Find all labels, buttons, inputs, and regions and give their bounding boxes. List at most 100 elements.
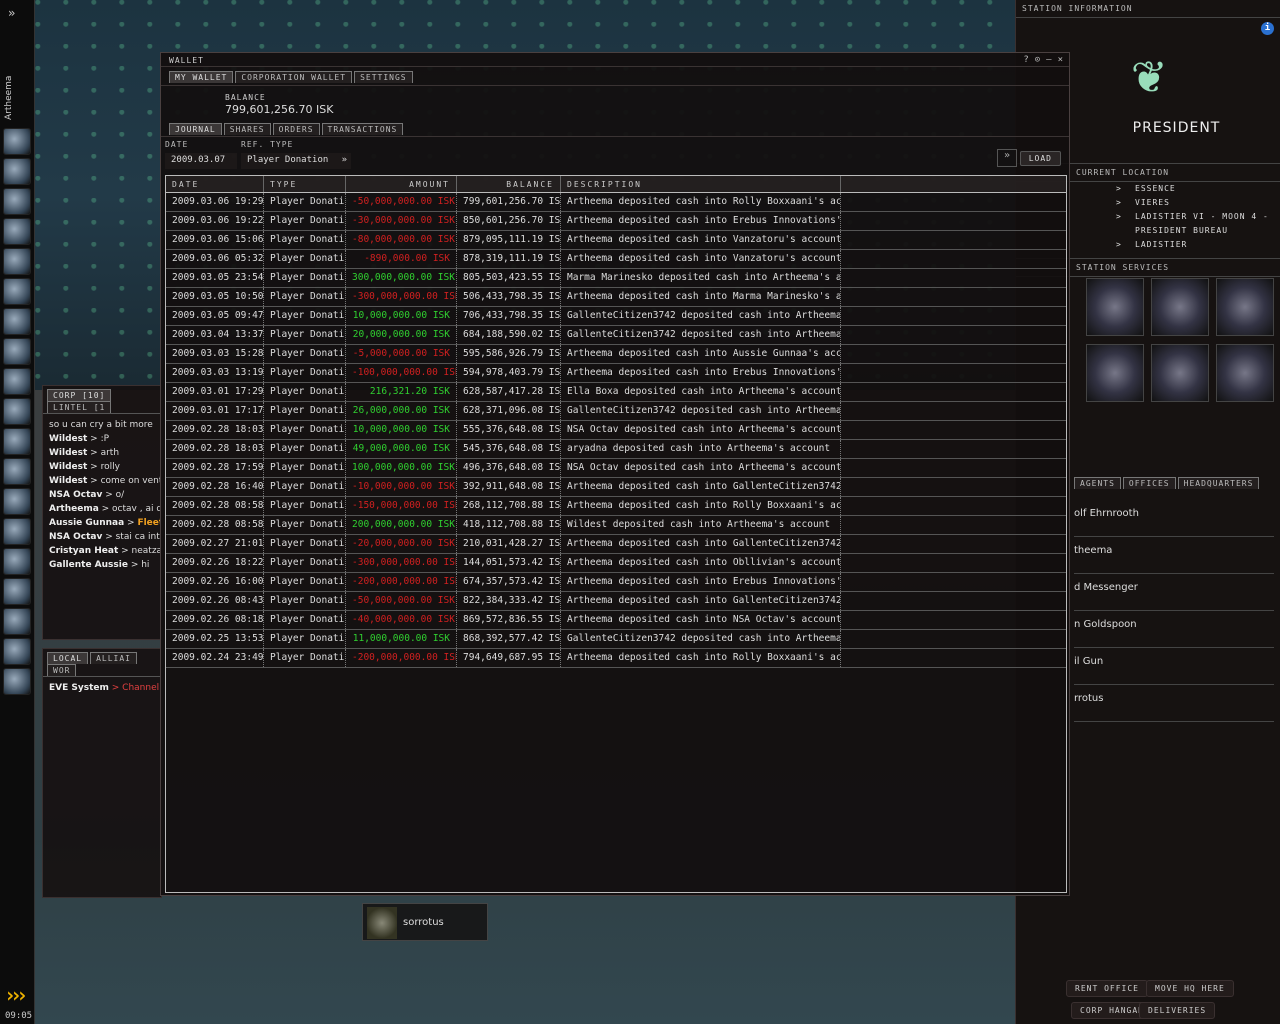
insurance-icon[interactable] <box>1086 344 1144 402</box>
help-icon[interactable] <box>3 638 31 665</box>
chat-speaker[interactable]: Gallente Aussie <box>49 560 128 570</box>
tab-offices[interactable]: OFFICES <box>1122 477 1176 489</box>
location-value[interactable]: ESSENCE <box>1135 184 1176 193</box>
tab-transactions[interactable]: TRANSACTIONS <box>321 123 404 135</box>
location-value[interactable]: LADISTIER VI - MOON 4 - <box>1135 212 1269 221</box>
ship-icon[interactable] <box>3 668 31 695</box>
reftype-select[interactable]: Player Donation » <box>241 153 351 169</box>
character-name[interactable]: Artheema <box>4 75 14 120</box>
options-button[interactable]: ⊙ <box>1034 55 1041 65</box>
corporation-icon[interactable] <box>3 368 31 395</box>
guest-entry[interactable]: sorrotus <box>362 903 488 941</box>
militia-office-icon[interactable] <box>1151 278 1209 336</box>
chat-speaker[interactable]: Aussie Gunnaa <box>49 518 125 528</box>
chat-speaker[interactable]: Wildest <box>49 462 88 472</box>
reprocessing-icon[interactable] <box>1151 344 1209 402</box>
fleet-invite-link[interactable]: Fleet In <box>137 518 161 528</box>
deliveries-button[interactable]: DELIVERIES <box>1139 1002 1216 1019</box>
location-value[interactable]: VIERES <box>1135 198 1170 207</box>
tab-world[interactable]: WOR <box>47 664 77 676</box>
audio-icon[interactable] <box>3 548 31 575</box>
tab-headquarters[interactable]: HEADQUARTERS <box>1177 477 1260 489</box>
chat-speaker[interactable]: Wildest <box>49 434 88 444</box>
column-header-balance[interactable]: BALANCE <box>457 176 561 192</box>
science-icon[interactable] <box>3 488 31 515</box>
tab-alliance[interactable]: ALLIAI <box>90 652 137 664</box>
agent-entry[interactable]: theema <box>1074 537 1274 574</box>
tab-corporation-wallet[interactable]: CORPORATION WALLET <box>235 71 353 83</box>
chat-speaker[interactable]: Wildest <box>49 476 88 486</box>
chat-speaker[interactable]: EVE System <box>49 683 109 693</box>
column-header-amount[interactable]: AMOUNT <box>346 176 457 192</box>
people-icon[interactable] <box>3 218 31 245</box>
location-value[interactable]: LADISTIER <box>1135 240 1188 249</box>
date-filter-input[interactable]: 2009.03.07 <box>165 153 237 169</box>
tab-lintel[interactable]: LINTEL [1 <box>47 401 112 413</box>
move-hq-button[interactable]: MOVE HQ HERE <box>1146 980 1234 997</box>
rent-office-button[interactable]: RENT OFFICE <box>1066 980 1148 997</box>
more-chevron-icon[interactable]: ››› <box>4 983 28 1007</box>
help-button[interactable]: ? <box>1023 55 1029 65</box>
assets-icon[interactable] <box>3 398 31 425</box>
agent-entry[interactable]: olf Ehrnrooth <box>1074 500 1274 537</box>
agent-entry[interactable]: il Gun <box>1074 648 1274 685</box>
tab-journal[interactable]: JOURNAL <box>169 123 222 135</box>
column-header-type[interactable]: TYPE <box>264 176 346 192</box>
column-header-date[interactable]: DATE <box>166 176 264 192</box>
journal-icon[interactable] <box>3 308 31 335</box>
notepad-icon[interactable] <box>3 518 31 545</box>
info-icon[interactable]: i <box>1261 22 1274 35</box>
agent-entry[interactable]: d Messenger <box>1074 574 1274 611</box>
market-icon[interactable] <box>3 278 31 305</box>
contacts-icon[interactable] <box>3 458 31 485</box>
chat-speaker[interactable]: NSA Octav <box>49 532 103 542</box>
chat-speaker[interactable]: Wildest <box>49 448 88 458</box>
chat-speaker[interactable]: Artheema <box>49 504 99 514</box>
load-button[interactable]: LOAD <box>1019 151 1061 166</box>
chat-speaker[interactable]: NSA Octav <box>49 490 103 500</box>
calculator-icon[interactable] <box>3 578 31 605</box>
lp-store-icon[interactable] <box>1216 278 1274 336</box>
wallet-icon[interactable] <box>3 428 31 455</box>
militia-icon[interactable] <box>3 608 31 635</box>
agent-entry[interactable]: n Goldspoon <box>1074 611 1274 648</box>
tab-agents[interactable]: AGENTS <box>1074 477 1121 489</box>
close-button[interactable]: × <box>1057 55 1063 65</box>
column-header-description[interactable]: DESCRIPTION <box>561 176 841 192</box>
tab-my-wallet[interactable]: MY WALLET <box>169 71 234 83</box>
tab-orders[interactable]: ORDERS <box>272 123 320 135</box>
repair-shop-icon[interactable] <box>1086 278 1144 336</box>
fitting-icon[interactable] <box>1216 344 1274 402</box>
tab-settings[interactable]: SETTINGS <box>354 71 413 83</box>
skills-icon[interactable] <box>3 158 31 185</box>
tab-corp[interactable]: CORP [10] <box>47 389 112 401</box>
fleet-icon[interactable] <box>3 338 31 365</box>
expand-icon[interactable]: » <box>8 6 16 20</box>
forward-icon[interactable]: » <box>997 149 1017 167</box>
